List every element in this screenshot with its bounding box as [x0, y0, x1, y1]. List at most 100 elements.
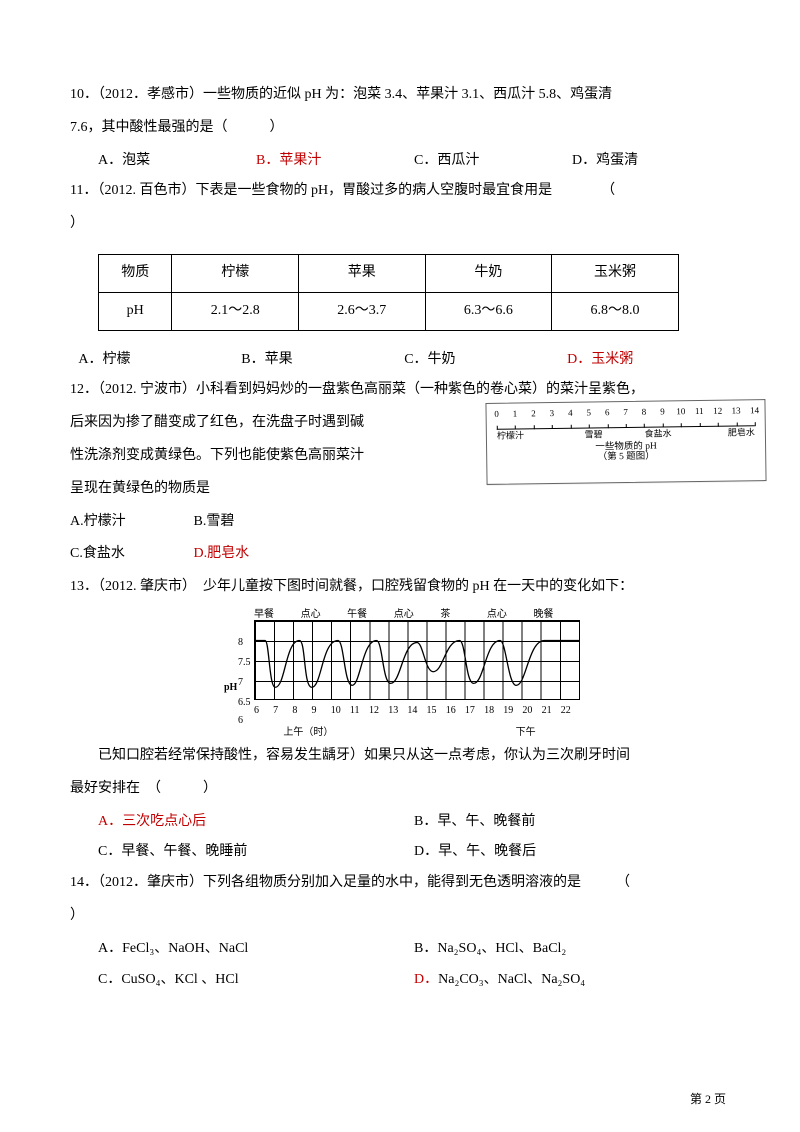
q11-stem-1: 11．（2012. 百色市）下表是一些食物的 pH，胃酸过多的病人空腹时最宜食用… — [70, 176, 730, 207]
q12-sub: （第 5 题图） — [491, 451, 761, 465]
tick — [755, 423, 756, 427]
tick-num: 8 — [642, 408, 647, 418]
q14-opt-d-prefix: D． — [414, 972, 438, 987]
tick-num: 1 — [513, 410, 518, 420]
label: 点心 — [301, 609, 348, 620]
cell: 2.1～2.8 — [172, 292, 299, 330]
q14-options: A．FeCl₃、NaOH、NaCl B．Na₂SO₄、HCl、BaCl₂ C．C… — [70, 934, 730, 996]
q14-opt-c: C．CuSO₄、KCl 、HCl — [98, 965, 414, 996]
page-number: 第 2 页 — [690, 1086, 726, 1112]
label: 点心 — [487, 609, 534, 620]
xcap: 上午（时） — [254, 722, 363, 744]
q11-opt-a: A．柠檬 — [78, 345, 241, 376]
ytick: 8 — [238, 632, 243, 654]
q10-opt-c: C．西瓜汁 — [414, 146, 572, 177]
q13-xcap: 上午（时） 下午 — [254, 722, 580, 744]
q12-opt-b: B.雪碧 — [194, 514, 235, 529]
q13-stem: 13．（2012. 肇庆市） 少年儿童按下图时间就餐，口腔残留食物的 pH 在一… — [70, 572, 730, 603]
q13-grid — [254, 620, 580, 700]
q14-stem-1: 14．（2012．肇庆市）下列各组物质分别加入足量的水中，能得到无色透明溶液的是… — [70, 868, 730, 899]
tick-num: 10 — [676, 408, 685, 418]
label: 点心 — [394, 609, 441, 620]
xtick: 19 — [503, 700, 522, 722]
q11-opt-d: D．玉米粥 — [567, 345, 730, 376]
xtick: 17 — [465, 700, 484, 722]
xtick: 12 — [369, 700, 388, 722]
q14-opt-b: B．Na₂SO₄、HCl、BaCl₂ — [414, 934, 730, 965]
xtick: 22 — [561, 700, 580, 722]
xtick: 18 — [484, 700, 503, 722]
q13-opt-c: C．早餐、午餐、晚睡前 — [98, 837, 414, 868]
tick-num: 7 — [623, 408, 628, 418]
table-row: pH 2.1～2.8 2.6～3.7 6.3～6.6 6.8～8.0 — [99, 292, 679, 330]
cell: 苹果 — [299, 254, 426, 292]
tick — [699, 423, 700, 427]
q11-opt-b: B．苹果 — [241, 345, 404, 376]
cell: 牛奶 — [425, 254, 552, 292]
tick — [589, 425, 590, 429]
label: 茶 — [440, 609, 487, 620]
q10-opt-b: B．苹果汁 — [256, 146, 414, 177]
tick — [736, 423, 737, 427]
q13-after1: 已知口腔若经常保持酸性，容易发生龋牙）如果只从这一点考虑，你认为三次刷牙时间 — [70, 741, 730, 772]
xtick: 7 — [273, 700, 292, 722]
xtick: 10 — [331, 700, 350, 722]
q14-opt-a: A．FeCl₃、NaOH、NaCl — [98, 934, 414, 965]
label: 早餐 — [254, 609, 301, 620]
tick-num: 0 — [494, 410, 499, 420]
q12-figure: 01234567891011121314 柠檬汁 雪碧 食盐水 肥皂水 一些物质… — [485, 399, 766, 485]
label: 雪碧 — [561, 430, 626, 441]
tick — [607, 425, 608, 429]
xcap — [363, 722, 472, 744]
q12-opt-a: A.柠檬汁 — [70, 507, 190, 538]
q14-stem-2: ） — [70, 901, 730, 932]
tick-num: 3 — [550, 409, 555, 419]
cell: 6.8～8.0 — [552, 292, 679, 330]
q12-opt-d: D.肥皂水 — [194, 546, 250, 561]
tick — [718, 423, 719, 427]
q13-ylabel: pH — [224, 677, 237, 699]
cell: 物质 — [99, 254, 172, 292]
q12-scale: 01234567891011121314 — [497, 407, 755, 431]
q11-options: A．柠檬 B．苹果 C．牛奶 D．玉米粥 — [70, 345, 730, 376]
q13-after2: 最好安排在 （ ） — [70, 774, 730, 805]
tick — [663, 424, 664, 428]
label: 肥皂水 — [690, 429, 755, 440]
tick — [626, 424, 627, 428]
xtick: 9 — [312, 700, 331, 722]
cell: 6.3～6.6 — [425, 292, 552, 330]
q10-opt-d: D．鸡蛋清 — [572, 146, 730, 177]
xtick: 11 — [350, 700, 369, 722]
q13-chart: 早餐 点心 午餐 点心 茶 点心 晚餐 pH 8 7.5 7 6.5 6 6 7… — [220, 609, 580, 739]
xtick: 6 — [254, 700, 273, 722]
xcap: 下午 — [471, 722, 580, 744]
tick-num: 6 — [605, 409, 610, 419]
tick-num: 14 — [750, 407, 759, 417]
cell: 2.6～3.7 — [299, 292, 426, 330]
tick-num: 13 — [732, 407, 741, 417]
tick-num: 5 — [586, 409, 591, 419]
tick — [644, 424, 645, 428]
xtick: 20 — [522, 700, 541, 722]
xtick: 13 — [388, 700, 407, 722]
q10-stem-2: 7.6，其中酸性最强的是（ ） — [70, 113, 730, 144]
ytick: 6 — [238, 710, 243, 732]
xtick: 8 — [292, 700, 311, 722]
q12-opts-cd: C.食盐水 D.肥皂水 — [70, 539, 730, 570]
q13-curve — [255, 621, 579, 699]
table-row: 物质 柠檬 苹果 牛奶 玉米粥 — [99, 254, 679, 292]
q13-options: A．三次吃点心后 B．早、午、晚餐前 C．早餐、午餐、晚睡前 D．早、午、晚餐后 — [70, 807, 730, 869]
q10-stem-1: 10．（2012．孝感市）一些物质的近似 pH 为：泡菜 3.4、苹果汁 3.1… — [70, 80, 730, 111]
tick — [515, 426, 516, 430]
q13-xticks: 6 7 8 9 10 11 12 13 14 15 16 17 18 19 20… — [254, 700, 580, 722]
q11-table: 物质 柠檬 苹果 牛奶 玉米粥 pH 2.1～2.8 2.6～3.7 6.3～6… — [98, 254, 679, 331]
label: 晚餐 — [533, 609, 580, 620]
q12-opt-c: C.食盐水 — [70, 539, 190, 570]
q13-opt-b: B．早、午、晚餐前 — [414, 807, 730, 838]
cell: 玉米粥 — [552, 254, 679, 292]
tick-num: 2 — [531, 410, 536, 420]
xtick: 21 — [542, 700, 561, 722]
label: 午餐 — [347, 609, 394, 620]
ytick: 7.5 — [238, 652, 251, 674]
label: 食盐水 — [626, 429, 691, 440]
